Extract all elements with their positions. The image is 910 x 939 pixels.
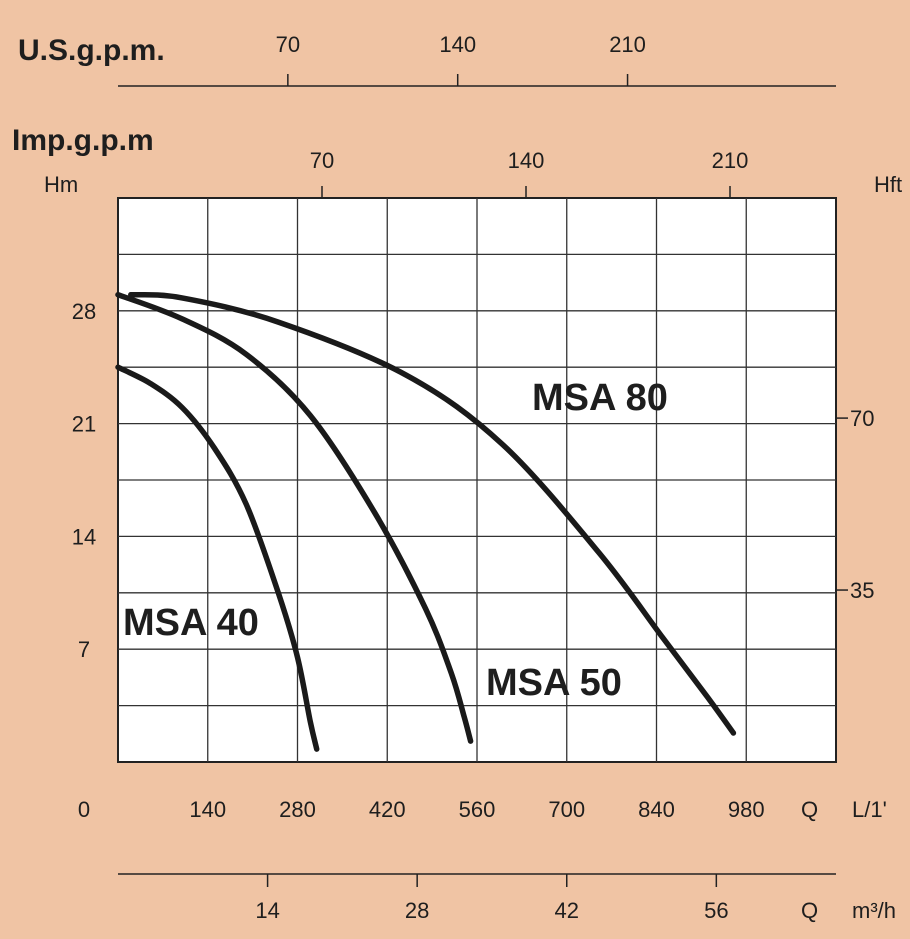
left-axis-tick: 28 bbox=[72, 299, 96, 324]
top-imp-tick: 70 bbox=[310, 148, 334, 173]
curve-label-msa-50: MSA 50 bbox=[486, 662, 622, 704]
top-imp-tick: 140 bbox=[508, 148, 545, 173]
curve-msa-40 bbox=[115, 364, 320, 752]
left-axis-tick: 14 bbox=[72, 524, 96, 549]
bottom-primary-tick: 700 bbox=[548, 797, 585, 822]
bottom-primary-unit-label: L/1' bbox=[852, 797, 887, 822]
bottom-primary-tick: 560 bbox=[459, 797, 496, 822]
bottom-secondary-unit-label: m³/h bbox=[852, 898, 896, 923]
bottom-primary-q-label: Q bbox=[801, 797, 818, 822]
left-axis-label: Hm bbox=[44, 172, 78, 197]
left-axis-tick: 21 bbox=[72, 412, 96, 437]
top-us-tick: 210 bbox=[609, 32, 646, 57]
curve-msa-80 bbox=[128, 291, 737, 736]
right-axis-tick: 70 bbox=[850, 406, 874, 431]
bottom-primary-tick: 980 bbox=[728, 797, 765, 822]
bottom-secondary-tick: 28 bbox=[405, 898, 429, 923]
bottom-secondary-tick: 42 bbox=[555, 898, 579, 923]
left-axis-tick: 0 bbox=[78, 797, 90, 822]
top-us-tick: 140 bbox=[439, 32, 476, 57]
top-imp-tick: 210 bbox=[712, 148, 749, 173]
bottom-primary-tick: 140 bbox=[189, 797, 226, 822]
bottom-primary-tick: 420 bbox=[369, 797, 406, 822]
bottom-secondary-tick: 56 bbox=[704, 898, 728, 923]
top-imp-axis-label: Imp.g.p.m bbox=[12, 124, 154, 157]
bottom-primary-tick: 840 bbox=[638, 797, 675, 822]
curve-label-msa-80: MSA 80 bbox=[532, 377, 668, 419]
left-axis-tick: 7 bbox=[78, 637, 90, 662]
bottom-secondary-q-label: Q bbox=[801, 898, 818, 923]
right-axis-label: Hft bbox=[874, 172, 902, 197]
top-us-tick: 70 bbox=[276, 32, 300, 57]
bottom-secondary-tick: 14 bbox=[255, 898, 279, 923]
right-axis-tick: 35 bbox=[850, 578, 874, 603]
curve-label-msa-40: MSA 40 bbox=[123, 602, 259, 644]
top-us-axis-label: U.S.g.p.m. bbox=[18, 34, 165, 67]
bottom-primary-tick: 280 bbox=[279, 797, 316, 822]
curve-msa-50 bbox=[115, 291, 474, 744]
